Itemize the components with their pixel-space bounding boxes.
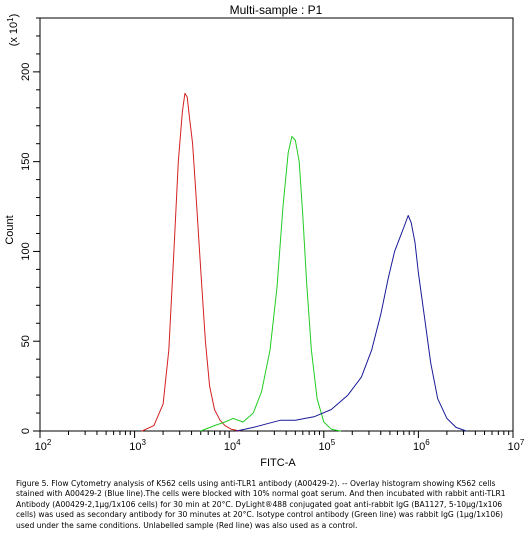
y-scale-prefix: (x 10 <box>8 22 20 46</box>
y-scale-label: (x 101) <box>6 14 20 47</box>
x-tick-label: 104 <box>224 438 241 453</box>
y-tick-label: 0 <box>20 428 32 434</box>
series-line-2 <box>236 215 467 432</box>
series-layer <box>141 92 467 432</box>
x-tick-label: 107 <box>508 438 524 453</box>
y-tick-label: 100 <box>20 242 32 260</box>
y-axis-ticks: 0 50 100 150 200 <box>20 17 40 434</box>
x-axis-label: FITC-A <box>260 457 296 469</box>
x-tick-label: 102 <box>35 438 52 453</box>
x-axis-ticks: 102 103 104 105 106 107 <box>35 431 524 453</box>
series-line-0 <box>141 92 241 432</box>
y-tick-label: 50 <box>20 335 32 347</box>
plot-frame <box>39 17 514 432</box>
y-tick-label: 200 <box>20 63 32 81</box>
y-tick-label: 150 <box>20 152 32 170</box>
chart-title: Multi-sample : P1 <box>230 3 323 17</box>
figure-caption: Figure 5. Flow Cytometry analysis of K56… <box>16 479 506 530</box>
y-scale-suffix: ) <box>8 14 20 18</box>
x-tick-label: 105 <box>318 438 335 453</box>
y-axis-label: Count <box>4 215 16 244</box>
histogram-chart: Multi-sample : P1 (x 101) Count FITC-A 1… <box>4 3 524 469</box>
x-tick-label: 103 <box>129 438 146 453</box>
y-scale-exponent: 1 <box>6 17 15 22</box>
svg-text:(x 101): (x 101) <box>6 14 20 47</box>
x-tick-label: 106 <box>413 438 430 453</box>
series-line-1 <box>200 136 341 432</box>
